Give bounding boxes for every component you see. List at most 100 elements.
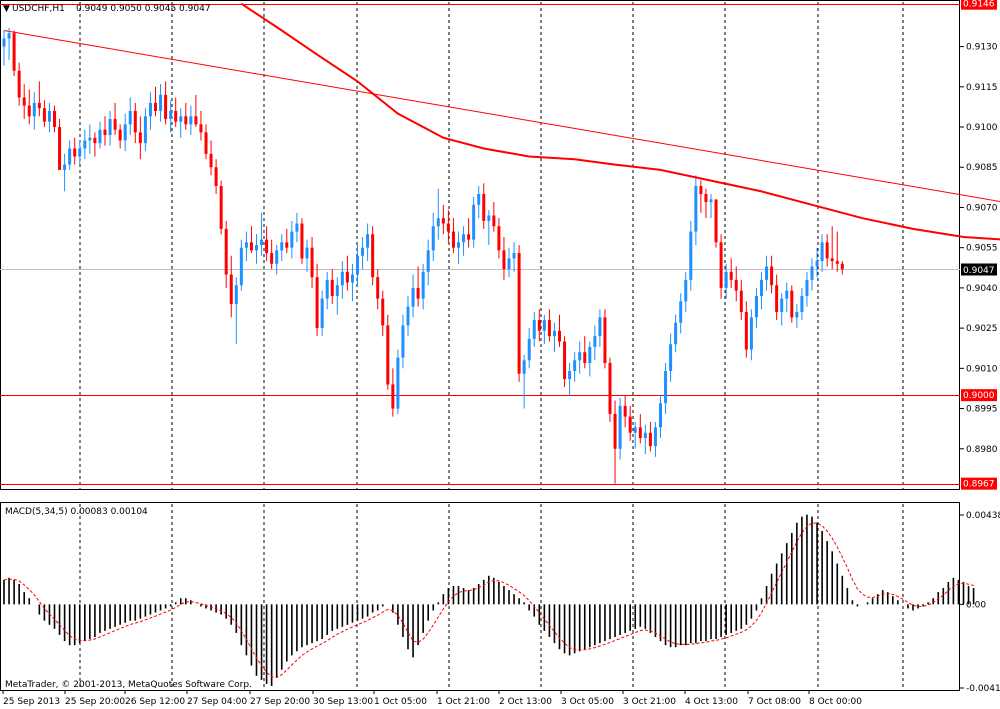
- candle: [815, 247, 819, 278]
- candle-body: [17, 70, 21, 98]
- candle-body: [820, 242, 824, 262]
- moving-average-layer: [240, 2, 1000, 241]
- candle-body: [795, 312, 799, 318]
- candle-body: [613, 413, 617, 449]
- candle-body: [118, 129, 122, 141]
- candle: [451, 218, 455, 254]
- candle-body: [835, 261, 839, 264]
- candle-body: [608, 362, 612, 414]
- candle: [573, 352, 577, 382]
- candle-body: [376, 277, 380, 299]
- candle-body: [123, 124, 127, 141]
- candle-body: [350, 274, 354, 283]
- candle: [159, 84, 163, 122]
- candle: [22, 84, 26, 119]
- candle: [770, 255, 774, 294]
- candle: [330, 269, 334, 304]
- candle: [760, 271, 763, 310]
- candle: [310, 236, 314, 288]
- candle-body: [765, 266, 769, 280]
- candle: [719, 234, 723, 299]
- candle: [795, 303, 799, 329]
- time-tick-label: 25 Sep 2013: [3, 697, 60, 707]
- candle-body: [265, 239, 269, 254]
- candles-layer: [2, 27, 844, 484]
- candle: [638, 413, 642, 444]
- candle-body: [800, 295, 804, 313]
- candle-body: [63, 164, 67, 170]
- candle: [835, 231, 839, 272]
- candle-body: [679, 301, 683, 323]
- candle: [421, 263, 425, 310]
- macd-panel[interactable]: [0, 502, 960, 691]
- candle: [568, 362, 572, 396]
- candle: [179, 108, 183, 138]
- candle-body: [775, 285, 779, 313]
- macd-tick-label: 0.00: [966, 600, 986, 610]
- current-price-label: 0.9047: [963, 266, 995, 276]
- candle-body: [386, 325, 390, 385]
- candle: [431, 212, 435, 262]
- time-tick-label: 8 Oct 00:00: [809, 697, 862, 707]
- candle: [613, 400, 617, 484]
- time-tick-label: 1 Oct 21:00: [437, 697, 490, 707]
- candle-body: [260, 239, 264, 245]
- candle: [93, 132, 97, 157]
- candle-body: [517, 253, 521, 374]
- candle: [694, 175, 698, 245]
- candle-body: [356, 255, 359, 275]
- candle: [345, 255, 349, 291]
- price-tick-label: 0.9100: [966, 123, 998, 133]
- candle-body: [174, 110, 178, 122]
- time-tick-label: 4 Oct 13:00: [685, 697, 738, 707]
- candle: [679, 293, 683, 334]
- candle: [224, 220, 228, 288]
- candle-body: [164, 94, 168, 119]
- candle: [2, 30, 6, 66]
- moving-average-line: [240, 2, 1000, 241]
- candle: [674, 314, 678, 353]
- candle-body: [664, 371, 668, 404]
- candle: [734, 266, 738, 302]
- candle: [143, 108, 147, 152]
- candle: [754, 287, 758, 329]
- candle-body: [330, 279, 334, 296]
- candle-body: [244, 242, 248, 248]
- candle: [714, 199, 718, 248]
- candle: [47, 102, 51, 133]
- candle-body: [633, 427, 637, 433]
- price-tick-label: 0.9055: [966, 244, 998, 254]
- candle-body: [790, 290, 794, 318]
- candle-body: [280, 242, 284, 251]
- macd-title: MACD(5,34,5) 0.00083 0.00104: [5, 507, 148, 517]
- candle: [204, 124, 208, 160]
- time-tick-label: 7 Oct 08:00: [748, 697, 801, 707]
- candle-body: [371, 234, 375, 278]
- candle: [780, 293, 784, 326]
- price-line-label: 0.9000: [963, 391, 995, 401]
- candle-body: [527, 338, 531, 361]
- candle: [446, 210, 450, 243]
- candle-body: [219, 186, 223, 229]
- candle-body: [724, 271, 728, 288]
- candle: [12, 30, 16, 77]
- candle: [209, 140, 213, 176]
- candle-body: [189, 116, 193, 125]
- time-tick-label: 3 Oct 21:00: [623, 697, 676, 707]
- candle: [78, 140, 82, 165]
- candle: [406, 295, 410, 337]
- candle-body: [603, 317, 607, 363]
- candle-body: [7, 33, 11, 39]
- candle-body: [457, 242, 460, 248]
- price-panel[interactable]: [0, 0, 960, 490]
- candle: [472, 196, 476, 248]
- candle: [593, 325, 597, 361]
- candle-body: [563, 341, 567, 380]
- chart-menu-arrow[interactable]: ▼: [3, 4, 10, 14]
- time-tick-label: 3 Oct 05:00: [561, 697, 614, 707]
- candle: [598, 309, 602, 347]
- time-tick-label: 2 Oct 13:00: [499, 697, 552, 707]
- price-tick-label: 0.9025: [966, 324, 998, 334]
- candle: [194, 94, 198, 128]
